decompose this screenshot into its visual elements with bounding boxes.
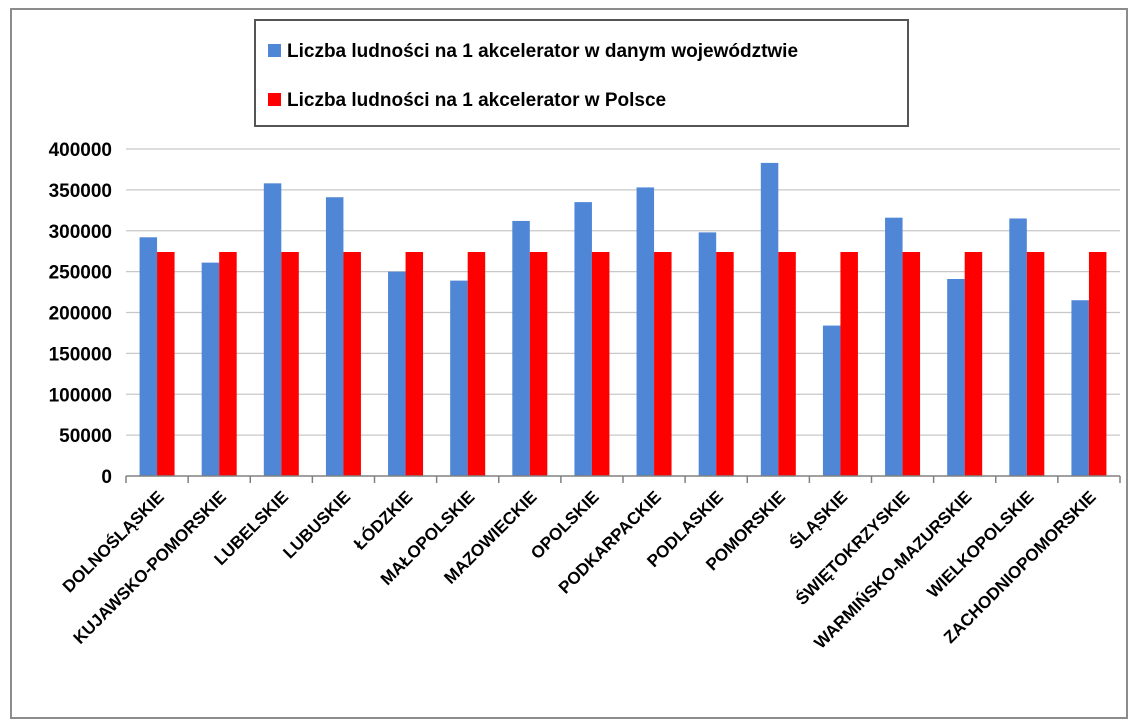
- legend-label-series-2: Liczba ludności na 1 akcelerator w Polsc…: [287, 90, 666, 111]
- bars: [139, 162, 1107, 477]
- bar-series-2-16: [1088, 252, 1107, 476]
- x-tick-label: WIELKOPOLSKIE: [923, 487, 1037, 601]
- legend-label-series-1: Liczba ludności na 1 akcelerator w danym…: [287, 41, 798, 62]
- bar-series-1-5: [388, 271, 406, 476]
- bar-series-1-15: [1009, 218, 1027, 477]
- x-tick-label: ŚLĄSKIE: [786, 487, 852, 553]
- y-tick-label: 0: [101, 467, 112, 488]
- y-tick-label: 150000: [49, 344, 112, 365]
- bar-series-2-1: [157, 252, 175, 476]
- x-tick-label: ŁÓDZKIE: [350, 487, 416, 553]
- bar-series-1-14: [947, 278, 965, 476]
- x-axis: [125, 475, 1121, 483]
- x-tick-label: LUBUSKIE: [279, 487, 354, 562]
- bar-series-1-8: [574, 202, 592, 476]
- bar-series-1-7: [512, 220, 530, 476]
- bar-series-2-2: [219, 252, 237, 476]
- y-tick-label: 350000: [49, 181, 112, 202]
- legend-swatch-series-2: [268, 93, 281, 106]
- y-tick-label: 100000: [49, 385, 112, 406]
- bar-series-2-15: [1026, 252, 1045, 476]
- legend-box: [254, 19, 909, 127]
- bar-series-1-9: [636, 187, 655, 477]
- bar-series-2-9: [654, 252, 672, 476]
- bar-series-2-12: [840, 252, 858, 476]
- y-axis-ticks: 0 50000 100000 150000 200000 250000 300000 3500…: [49, 140, 112, 488]
- bar-series-2-6: [467, 252, 486, 476]
- bar-series-1-10: [698, 232, 717, 476]
- bar-series-1-3: [263, 183, 282, 476]
- bar-series-1-11: [760, 162, 779, 476]
- bar-series-1-6: [450, 280, 468, 476]
- bar-series-2-3: [281, 252, 299, 476]
- x-tick-label: PODKARPACKIE: [555, 487, 665, 597]
- bar-series-1-16: [1071, 300, 1089, 476]
- x-tick-label: DOLNOŚLĄSKIE: [59, 487, 168, 596]
- bar-series-1-1: [139, 237, 158, 476]
- bar-series-1-13: [885, 217, 903, 477]
- bar-series-1-2: [201, 262, 220, 476]
- bar-series-2-5: [405, 252, 424, 476]
- y-tick-label: 250000: [49, 263, 112, 284]
- legend: Liczba ludności na 1 akcelerator w danym…: [254, 19, 909, 127]
- bar-series-2-4: [343, 252, 361, 476]
- bar-series-2-10: [716, 252, 734, 476]
- x-tick-label: ŚWIĘTOKRZYSKIE: [792, 487, 913, 608]
- bar-series-2-8: [591, 252, 610, 476]
- bar-series-2-11: [778, 252, 796, 476]
- legend-swatch-series-1: [268, 44, 281, 57]
- bar-series-2-14: [964, 252, 983, 476]
- y-tick-label: 50000: [59, 426, 112, 447]
- bar-series-2-7: [529, 252, 548, 476]
- y-tick-label: 300000: [49, 222, 112, 243]
- y-tick-label: 400000: [49, 140, 112, 161]
- x-axis-labels: DOLNOŚLĄSKIEKUJAWSKO-POMORSKIELUBELSKIEL…: [59, 487, 1100, 652]
- bar-series-1-4: [325, 197, 344, 477]
- bar-series-1-12: [822, 325, 841, 476]
- y-tick-label: 200000: [49, 304, 112, 325]
- bar-series-2-13: [902, 252, 921, 476]
